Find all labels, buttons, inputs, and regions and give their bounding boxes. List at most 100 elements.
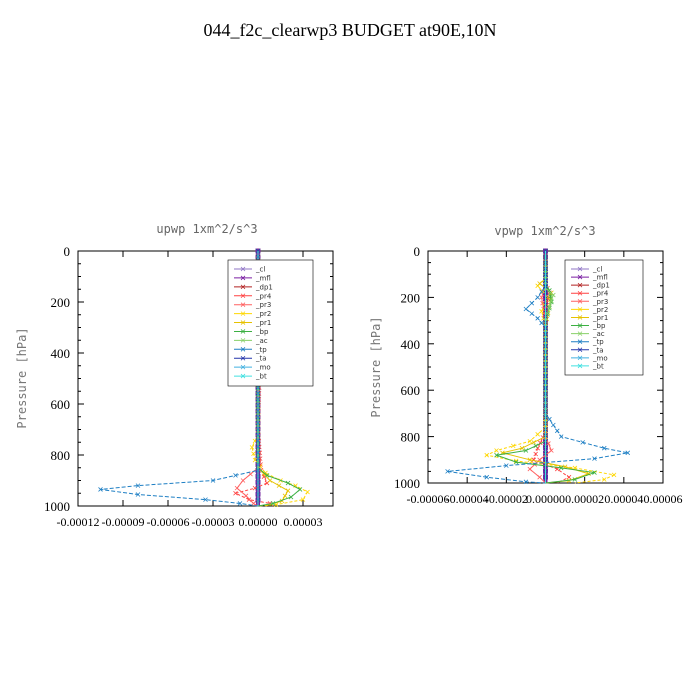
data-point (572, 477, 578, 482)
data-point (246, 497, 252, 502)
legend-label: _pr3 (592, 298, 608, 306)
data-point (592, 456, 597, 461)
legend: _cl_mfl_dp1_pr4_pr3_pr2_pr1_bp_ac_tp_ta_… (227, 259, 314, 387)
legend-marker (240, 302, 246, 307)
x-tick-label: -0.00009 (102, 515, 145, 529)
legend-label: _cl (592, 266, 602, 274)
data-point (535, 431, 540, 437)
legend-marker (577, 266, 583, 272)
data-point (592, 470, 597, 475)
legend-marker (240, 293, 246, 299)
y-tick-label: 200 (401, 290, 421, 305)
legend-marker (240, 311, 246, 316)
x-tick-label: -0.00006 (407, 492, 450, 506)
data-point (529, 300, 535, 306)
y-tick-label: 1000 (44, 499, 70, 514)
data-point (237, 501, 243, 506)
data-point (300, 497, 306, 502)
data-point (484, 474, 490, 480)
page-title: 044_f2c_clearwp3 BUDGET at90E,10N (203, 20, 497, 40)
data-point (285, 488, 291, 493)
legend-label: _pr4 (255, 292, 272, 300)
data-point (267, 478, 273, 483)
data-point (233, 473, 238, 478)
y-axis-label: Pressure [hPa] (369, 316, 383, 417)
legend-label: _pr1 (255, 319, 271, 327)
data-point (601, 477, 607, 482)
data-point (625, 450, 631, 456)
legend-label: _bp (255, 328, 269, 336)
y-tick-label: 400 (51, 346, 71, 361)
legend-marker (240, 347, 246, 352)
legend-label: _mfl (255, 274, 271, 282)
data-point (210, 478, 216, 483)
x-tick-label: 0.00000 (239, 515, 278, 529)
y-tick-label: 800 (51, 448, 71, 463)
legend-label: _pr3 (255, 301, 271, 309)
data-point (297, 487, 303, 492)
data-point (539, 289, 544, 294)
data-point (233, 490, 238, 496)
data-point (547, 416, 552, 422)
y-tick-label: 0 (414, 244, 421, 259)
legend-marker (577, 299, 583, 304)
data-point (523, 306, 529, 312)
legend-label: _pr2 (255, 310, 271, 318)
data-point (445, 469, 450, 474)
legend-marker (240, 320, 246, 325)
x-tick-label: 0.00003 (284, 515, 323, 529)
data-point (527, 466, 533, 472)
data-point (537, 281, 542, 286)
data-point (539, 295, 544, 300)
data-point (293, 483, 298, 488)
chart-title: vpwp 1xm^2/s^3 (494, 224, 595, 238)
data-point (519, 445, 525, 451)
legend-label: _mfl (592, 274, 608, 282)
legend-marker (577, 315, 583, 320)
legend-marker (240, 373, 246, 379)
data-point (601, 445, 607, 451)
legend-label: _mo (592, 354, 608, 362)
legend-marker (240, 338, 246, 343)
data-point (288, 494, 294, 500)
data-point (545, 311, 550, 316)
y-tick-label: 0 (64, 244, 71, 259)
legend-label: _dp1 (592, 282, 610, 290)
data-point (285, 480, 291, 486)
legend-label: _pr2 (592, 306, 608, 314)
data-point (98, 487, 103, 492)
data-point (554, 428, 560, 434)
legend-marker (577, 363, 583, 369)
y-tick-label: 200 (51, 295, 71, 310)
data-point (580, 440, 585, 445)
data-point (523, 479, 529, 485)
data-point (558, 465, 564, 471)
y-axis-label: Pressure [hPa] (15, 327, 29, 428)
data-point (252, 457, 258, 463)
data-point (539, 309, 544, 314)
legend-label: _bp (592, 322, 606, 330)
data-point (549, 448, 554, 453)
data-point (549, 298, 554, 304)
y-tick-label: 400 (401, 337, 421, 352)
legend-marker (240, 355, 246, 361)
data-point (533, 443, 538, 449)
data-point (547, 304, 552, 309)
x-tick-label: -0.00003 (192, 515, 235, 529)
legend-marker (577, 282, 583, 288)
data-point (558, 434, 564, 439)
legend-label: _pr4 (592, 290, 609, 298)
legend-label: _bt (592, 362, 604, 370)
legend-label: _ta (592, 346, 604, 354)
x-tick-label: 0.00002 (565, 492, 604, 506)
data-point (243, 493, 249, 499)
x-tick-label: -0.00004 (446, 492, 489, 506)
legend-marker (240, 284, 246, 290)
data-point (203, 497, 208, 502)
data-point (305, 489, 310, 495)
series-line (529, 251, 552, 484)
legend-label: _mo (255, 364, 271, 372)
chart-2: vpwp 1xm^2/s^3 Pressure [hPa] 0 200 400 600 80… (369, 224, 683, 506)
legend-label: _tp (255, 346, 267, 354)
